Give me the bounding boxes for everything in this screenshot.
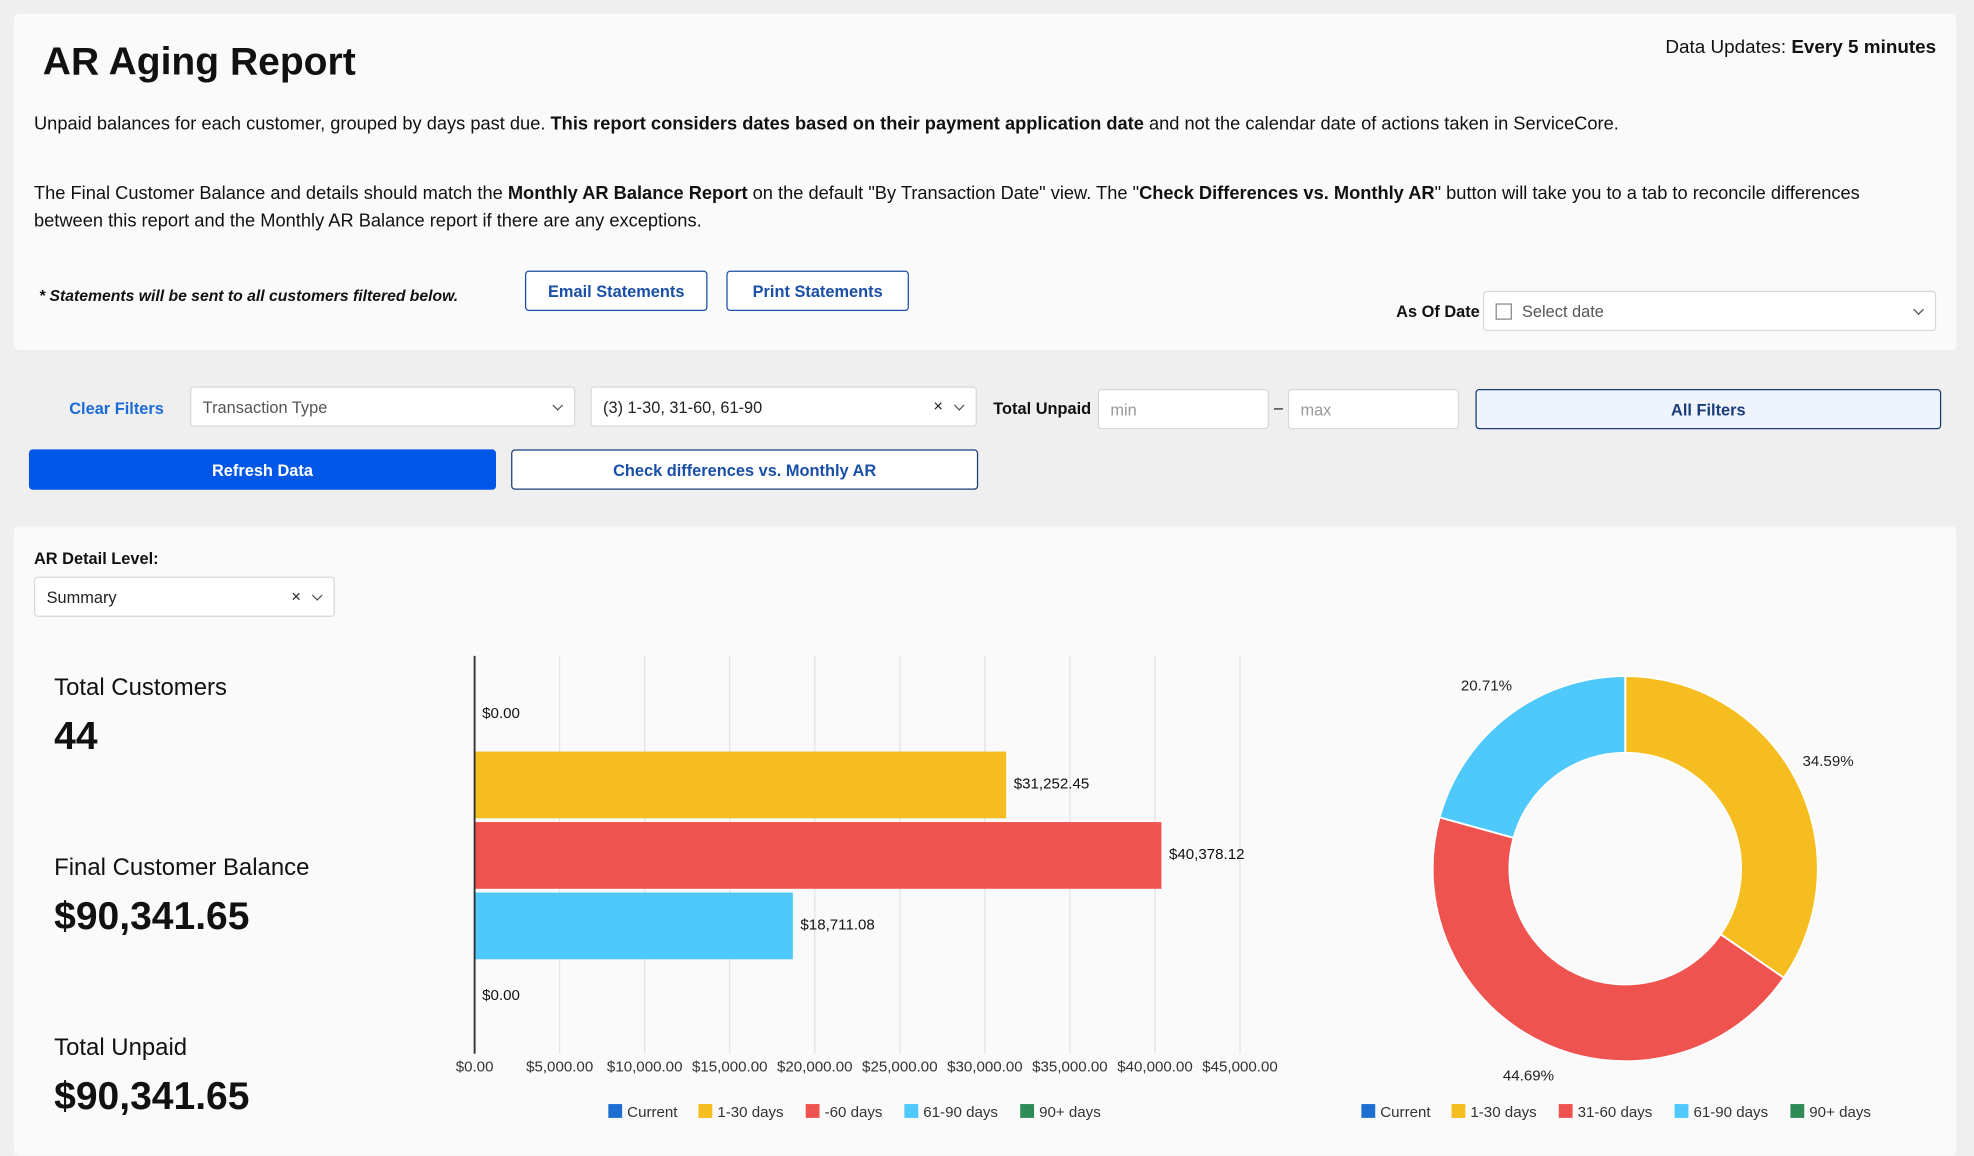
x-tick-label: $25,000.00 (862, 1059, 938, 1076)
text-segment: Monthly AR Balance Report (507, 183, 748, 204)
all-filters-button[interactable]: All Filters (1475, 389, 1942, 430)
clear-icon[interactable]: × (291, 586, 301, 606)
date-picker[interactable]: Select date (1482, 290, 1937, 332)
x-tick-label: $0.00 (456, 1059, 494, 1076)
x-tick-label: $10,000.00 (607, 1059, 683, 1076)
x-tick-label: $40,000.00 (1117, 1059, 1193, 1076)
check-differences-button[interactable]: Check differences vs. Monthly AR (511, 449, 979, 490)
legend-swatch (1451, 1104, 1466, 1118)
legend-swatch (1674, 1104, 1689, 1118)
detail-level-label: AR Detail Level: (33, 548, 159, 568)
legend-label: 90+ days (1809, 1104, 1871, 1121)
kpi-label: Total Customers (54, 674, 227, 702)
x-tick-label: $20,000.00 (777, 1059, 853, 1076)
data-label: $0.00 (482, 987, 520, 1004)
text-segment: and not the calendar date of actions tak… (1143, 114, 1619, 135)
aging-select[interactable]: (3) 1-30, 31-60, 61-90 × (590, 386, 977, 427)
x-tick-label: $30,000.00 (947, 1059, 1023, 1076)
description: Unpaid balances for each customer, group… (34, 115, 1619, 135)
title: AR Aging Report (42, 39, 356, 84)
text-segment: This report considers dates based on the… (550, 114, 1144, 135)
value: Summary (46, 587, 117, 607)
legend-swatch (698, 1104, 713, 1118)
print-statements-button[interactable]: Print Statements (726, 270, 909, 311)
legend-label: 1-30 days (717, 1104, 783, 1121)
legend-label: 61-90 days (923, 1104, 998, 1121)
legend-label: Current (627, 1104, 678, 1121)
legend-label: 90+ days (1039, 1104, 1101, 1121)
placeholder: Select date (1522, 301, 1604, 321)
value: Every 5 minutes (1791, 36, 1937, 58)
data-label: 34.59% (1802, 753, 1853, 770)
text-segment: The Final Customer Balance and details s… (33, 183, 508, 204)
legend-swatch (1361, 1104, 1376, 1118)
value: (3) 1-30, 31-60, 61-90 (603, 397, 763, 417)
total-unpaid-label: Total Unpaid (993, 399, 1092, 418)
statements-note: * Statements will be sent to all custome… (39, 287, 459, 305)
transaction-type-select[interactable]: Transaction Type (190, 386, 576, 427)
legend-swatch (1558, 1104, 1573, 1118)
kpi-value: 44 (54, 713, 98, 758)
kpi-value: $90,341.65 (54, 893, 250, 938)
text-segment: Check Differences vs. Monthly AR (1139, 183, 1435, 204)
placeholder: max (1300, 399, 1332, 419)
as-of-date-label: As Of Date (1396, 302, 1480, 322)
legend-label: 1-30 days (1470, 1104, 1536, 1121)
clear-filters[interactable]: Clear Filters (69, 399, 164, 418)
data-label: $31,252.45 (1014, 775, 1090, 792)
pie-slice (1624, 675, 1819, 980)
legend-swatch (608, 1104, 623, 1118)
range-separator: – (1274, 397, 1284, 417)
data-label: 44.69% (1503, 1067, 1554, 1084)
legend-swatch (904, 1104, 919, 1118)
text-segment: Unpaid balances for each customer, group… (33, 114, 551, 135)
legend-swatch (805, 1104, 820, 1118)
data-updates: Data Updates: Every 5 minutes (1665, 37, 1936, 58)
text-segment: on the default "By Transaction Date" vie… (747, 183, 1140, 204)
pie-slice (1438, 675, 1627, 839)
pie-slice (1431, 816, 1786, 1063)
calendar-icon (1495, 303, 1512, 320)
refresh-button[interactable]: Refresh Data (28, 449, 497, 490)
min-input[interactable]: min (1097, 389, 1269, 430)
kpi-label: Final Customer Balance (54, 854, 310, 882)
legend-label: 61-90 days (1693, 1104, 1768, 1121)
data-label: $18,711.08 (800, 916, 874, 933)
data-label: 20.71% (1461, 677, 1512, 694)
kpi-value: $90,341.65 (54, 1073, 250, 1118)
legend-swatch (1020, 1104, 1035, 1118)
data-label: $0.00 (482, 705, 520, 722)
legend-label: Current (1380, 1104, 1431, 1121)
email-statements-button[interactable]: Email Statements (524, 270, 708, 311)
label: Data Updates: (1665, 36, 1787, 58)
x-tick-label: $35,000.00 (1032, 1059, 1108, 1076)
bar (474, 892, 793, 960)
placeholder: Transaction Type (202, 397, 328, 417)
x-tick-label: $5,000.00 (526, 1059, 593, 1076)
text-segment: " button will take you to a tab to recon… (33, 183, 1860, 232)
legend-label: 31-60 days (1578, 1104, 1653, 1121)
kpi-label: Total Unpaid (54, 1034, 188, 1062)
description: The Final Customer Balance and details s… (34, 180, 1922, 235)
detail-level-select[interactable]: Summary × (33, 576, 335, 617)
bar (474, 751, 1007, 819)
data-label: $40,378.12 (1169, 846, 1245, 863)
clear-icon[interactable]: × (933, 396, 943, 416)
legend-swatch (1790, 1104, 1805, 1118)
placeholder: min (1110, 399, 1137, 419)
x-tick-label: $15,000.00 (692, 1059, 768, 1076)
bar (474, 822, 1162, 889)
legend-label: -60 days (825, 1104, 883, 1121)
max-input[interactable]: max (1287, 389, 1460, 430)
x-tick-label: $45,000.00 (1202, 1059, 1278, 1076)
